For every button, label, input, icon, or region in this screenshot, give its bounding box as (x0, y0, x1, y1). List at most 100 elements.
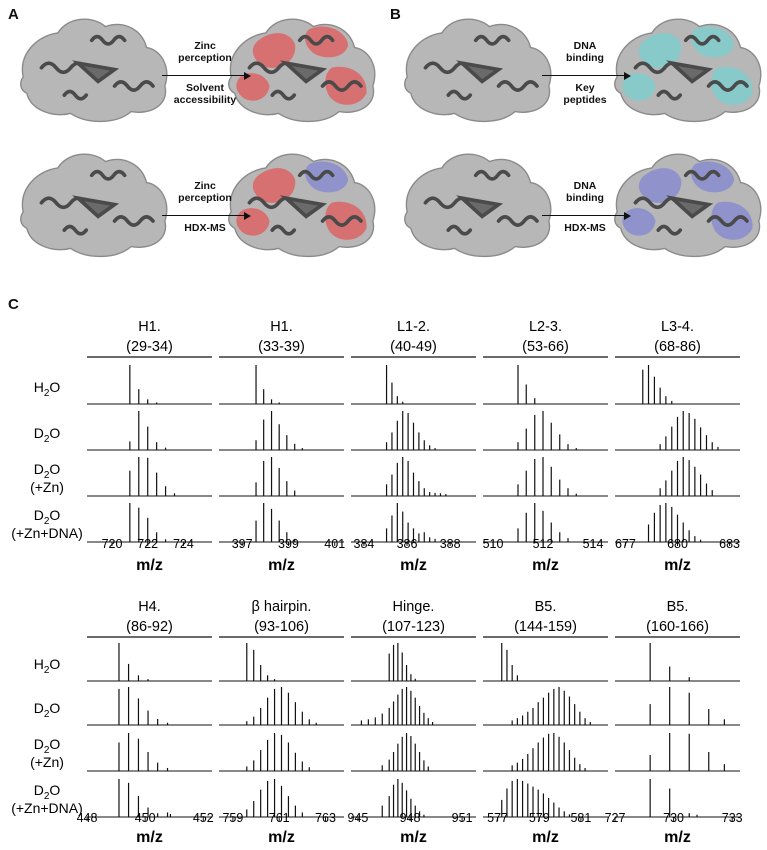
arrow-bottom-label: Solvent accessibility (173, 82, 237, 106)
x-tick-label: 724 (173, 537, 194, 551)
row-label-main: D (34, 425, 44, 441)
ribbon (683, 169, 721, 181)
x-tick-label: 945 (348, 811, 369, 825)
axis-label-mz: m/z (268, 557, 295, 574)
peptide-title: L1-2. (397, 319, 430, 335)
peptide-range: (40-49) (390, 339, 437, 355)
row-label-3: D2O(+Zn) (30, 461, 64, 495)
ribbon (706, 215, 749, 227)
ribbon (62, 224, 89, 236)
row-label-extra: (+Zn+DNA) (11, 525, 83, 541)
arrow-dna-hdx: DNA binding HDX-MS (540, 180, 631, 240)
peptide-title: β hairpin. (252, 599, 312, 615)
row-label-formula: D2O (34, 782, 61, 802)
ribbon (89, 169, 127, 181)
row-label-sub: 2 (44, 470, 50, 481)
ribbon (320, 80, 363, 92)
peptide-range: (107-123) (382, 619, 445, 635)
x-tick-label: 722 (137, 537, 158, 551)
x-tick-label: 759 (222, 811, 243, 825)
row-label-extra: (+Zn) (30, 479, 64, 495)
highlight-region (691, 161, 735, 193)
row-label-sub: 2 (44, 709, 50, 720)
axis-label-mz: m/z (664, 557, 691, 574)
ribbon (297, 34, 335, 46)
ribbon (456, 60, 504, 84)
x-tick-label: 733 (722, 811, 743, 825)
peptide-title: H4. (138, 599, 161, 615)
ribbon (473, 169, 511, 181)
row-label-main: D (34, 461, 44, 477)
highlight-region (711, 201, 753, 240)
ribbon (496, 215, 539, 227)
arrow-line (162, 71, 251, 80)
peptide-title: L2-3. (529, 319, 562, 335)
x-tick-label: 397 (232, 537, 253, 551)
ribbon (666, 195, 714, 219)
row-label-8: D2O(+Zn+DNA) (11, 782, 83, 816)
peptide-range: (160-166) (646, 619, 709, 635)
arrow-top-label: DNA binding (566, 40, 604, 64)
ribbon (666, 60, 714, 84)
ribbon (270, 89, 297, 101)
row-label-formula: D2O (34, 507, 61, 527)
row-label-formula: D2O (34, 700, 61, 720)
ribbon (280, 195, 328, 219)
row-label-6: D2O (34, 700, 61, 720)
protein-structure-2 (228, 18, 376, 123)
highlight-region (236, 73, 270, 101)
arrow-line (542, 211, 631, 220)
row-label-main: H (34, 656, 44, 672)
highlight-region (252, 33, 296, 68)
spectrum-panel-1: H1. (29-34) 720 722 724 m/z (87, 319, 212, 574)
highlight-region (638, 168, 682, 203)
peptide-range: (68-86) (654, 339, 701, 355)
axis-label-mz: m/z (136, 829, 163, 846)
row-label-rest: O (49, 425, 60, 441)
x-tick-label: 948 (400, 811, 421, 825)
spectrum-panel-10: B5. (160-166) 727 730 733 m/z (605, 599, 743, 846)
ribbon (496, 80, 539, 92)
x-tick-label: 761 (269, 811, 290, 825)
arrow-zinc-hdx: Zinc perception HDX-MS (160, 180, 251, 240)
peptide-title: H1. (138, 319, 161, 335)
row-label-formula: D2O (34, 461, 61, 481)
highlight-region (252, 168, 296, 203)
peptide-title: Hinge. (393, 599, 435, 615)
ribbon (72, 60, 120, 84)
ribbon (656, 224, 683, 236)
row-label-rest: O (49, 782, 60, 798)
row-label-1: H2O (34, 379, 61, 399)
x-tick-label: 386 (397, 537, 418, 551)
protein-structure-6 (614, 18, 762, 123)
ribbon (473, 34, 511, 46)
peptide-range: (144-159) (514, 619, 577, 635)
panel-letter-a: A (8, 6, 19, 23)
row-label-main: D (34, 700, 44, 716)
x-tick-label: 512 (533, 537, 554, 551)
peptide-title: L3-4. (661, 319, 694, 335)
peptide-range: (86-92) (126, 619, 173, 635)
protein-structure-7 (404, 153, 552, 258)
row-label-sub: 2 (44, 745, 50, 756)
x-tick-label: 388 (440, 537, 461, 551)
ribbon (706, 80, 749, 92)
x-tick-label: 577 (487, 811, 508, 825)
peptide-range: (93-106) (254, 619, 309, 635)
x-tick-label: 720 (102, 537, 123, 551)
x-tick-label: 579 (529, 811, 550, 825)
spectrum-panel-5: L3-4. (68-86) 677 680 683 m/z (615, 319, 740, 574)
ribbon (270, 224, 297, 236)
axis-label-mz: m/z (400, 829, 427, 846)
arrow-zinc-solvent: Zinc perception Solvent accessibility (160, 40, 251, 122)
ribbon (656, 89, 683, 101)
axis-label-mz: m/z (400, 557, 427, 574)
axis-label-mz: m/z (664, 829, 691, 846)
protein-structure-1 (20, 18, 168, 123)
protein-structure-3 (20, 153, 168, 258)
ribbon (72, 195, 120, 219)
ribbon (297, 169, 335, 181)
row-label-sub: 2 (44, 791, 50, 802)
ribbon (280, 60, 328, 84)
